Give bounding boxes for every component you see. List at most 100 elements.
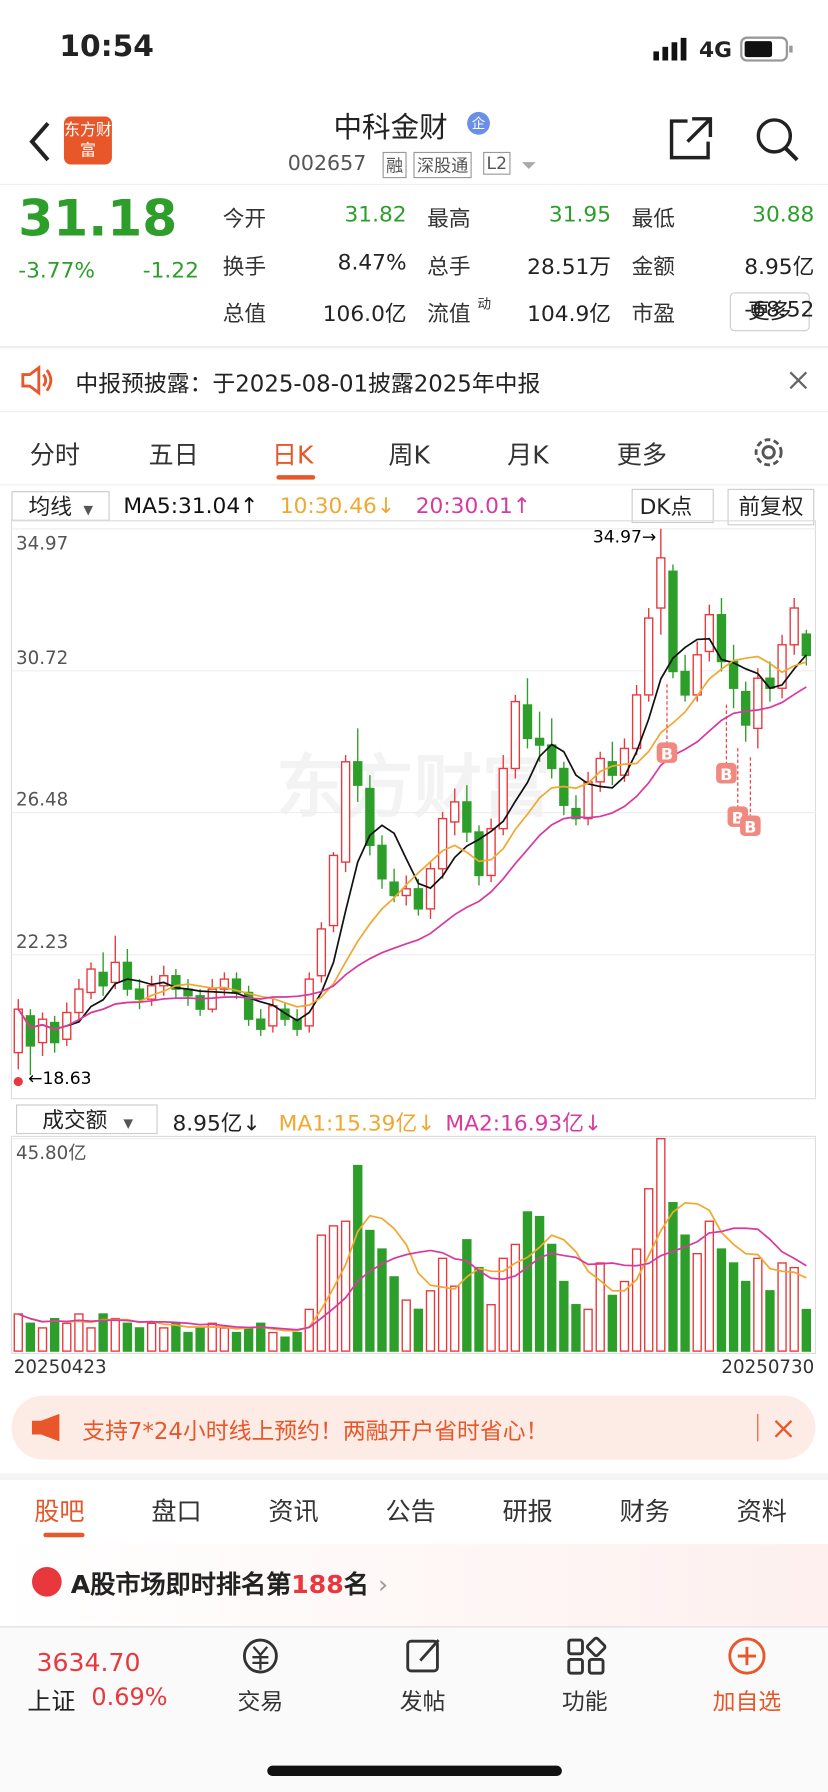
volume-bar — [353, 1164, 363, 1352]
candle-body — [644, 617, 654, 696]
field-label: 换手 — [222, 254, 267, 280]
y-tick-label: 45.80亿 — [16, 1143, 87, 1164]
buy-marker-label: B — [720, 765, 732, 784]
volume-bar — [207, 1322, 217, 1352]
high-annotation: 34.97→ — [593, 527, 656, 547]
field-label: 最低 — [631, 206, 675, 232]
volume-bar — [365, 1229, 375, 1352]
trade-icon[interactable] — [238, 1635, 284, 1676]
bottom-item[interactable]: 交易 — [237, 1688, 284, 1716]
notice-text[interactable]: 中报预披露：于2025-08-01披露2025年中报 — [75, 370, 541, 398]
period-tab[interactable]: 五日 — [148, 441, 199, 471]
volume-bar — [559, 1280, 569, 1352]
volume-bar — [765, 1290, 775, 1352]
volume-bar — [789, 1266, 799, 1352]
buy-marker — [740, 815, 761, 837]
dk-button[interactable]: DK点 — [631, 488, 714, 524]
divider — [0, 411, 828, 413]
bottom-item[interactable]: 发帖 — [399, 1688, 446, 1716]
section-tab[interactable]: 盘口 — [151, 1498, 202, 1527]
more-button[interactable]: 更多 — [729, 292, 810, 332]
stock-name: 中科金财 — [333, 110, 448, 144]
section-tab[interactable]: 资讯 — [268, 1498, 319, 1527]
period-tab[interactable]: 周K — [388, 441, 430, 471]
period-tab[interactable]: 月K — [507, 441, 549, 471]
field-label: 总值 — [222, 301, 267, 327]
volume-bar — [280, 1336, 290, 1352]
candle-body — [510, 700, 521, 770]
promo-banner[interactable] — [11, 1395, 816, 1460]
candle-body — [243, 991, 254, 1020]
volume-bar — [498, 1257, 508, 1352]
volume-current: 8.95亿↓ — [172, 1111, 261, 1137]
bottom-item[interactable]: 功能 — [561, 1688, 608, 1716]
volume-bar — [668, 1201, 678, 1352]
volume-bar — [753, 1257, 763, 1352]
signal-icon — [653, 37, 687, 61]
ranking-text[interactable]: A股市场即时排名第188名 › — [70, 1571, 389, 1601]
period-tab[interactable]: 分时 — [29, 441, 80, 471]
tag: 融 — [382, 151, 407, 179]
promo-text[interactable]: 支持7*24小时线上预约！两融开户省时省心！ — [82, 1417, 549, 1445]
field-label: 总手 — [427, 254, 471, 280]
volume-bar — [316, 1234, 327, 1352]
post-icon[interactable] — [402, 1635, 448, 1676]
tag: L2 — [483, 151, 511, 175]
volume-bar — [62, 1322, 72, 1352]
section-tab[interactable]: 股吧 — [34, 1498, 85, 1527]
settings-button[interactable] — [752, 435, 786, 469]
ranking-bar[interactable] — [0, 1544, 828, 1627]
bottom-item[interactable]: 加自选 — [712, 1688, 782, 1716]
back-button[interactable] — [23, 119, 57, 165]
candle-body — [377, 844, 387, 880]
home-indicator — [267, 1765, 562, 1776]
candle-body — [340, 761, 351, 863]
share-button[interactable] — [667, 114, 715, 162]
section-tab[interactable]: 公告 — [385, 1498, 436, 1527]
section-tab[interactable]: 研报 — [502, 1498, 553, 1527]
candle-body — [704, 614, 715, 653]
field-value: 8.95亿 — [744, 254, 815, 280]
candle-body — [122, 961, 133, 990]
function-icon[interactable] — [564, 1635, 610, 1676]
period-tab[interactable]: 更多 — [616, 441, 668, 471]
app-logo[interactable]: 东方财富 — [63, 116, 112, 165]
volume-bar — [86, 1327, 96, 1352]
volume-bar — [619, 1280, 630, 1352]
volume-bar — [704, 1220, 715, 1352]
candle-body — [607, 761, 618, 776]
low-annotation: ←18.63 — [28, 1069, 91, 1089]
volume-bar — [377, 1248, 387, 1352]
volume-bar — [340, 1220, 351, 1352]
close-notice[interactable] — [788, 370, 809, 391]
volume-select[interactable]: 成交额 ▼ — [15, 1104, 158, 1135]
change: -1.22 — [142, 258, 199, 284]
index-name[interactable]: 上证 — [27, 1688, 76, 1716]
volume-bar — [644, 1188, 654, 1352]
volume-bar — [413, 1308, 424, 1352]
candle-body — [692, 654, 702, 696]
search-button[interactable] — [754, 114, 802, 164]
indicator-select[interactable]: 均线 ▼ — [11, 491, 110, 521]
candle-body — [328, 854, 339, 927]
index-value[interactable]: 3634.70 — [36, 1649, 141, 1678]
buy-marker-label: B — [744, 818, 756, 837]
candle-body — [49, 1021, 60, 1044]
buy-marker — [656, 742, 678, 763]
y-tick-label: 26.48 — [16, 790, 68, 811]
candle-body — [801, 633, 812, 657]
vol-ma-label: MA2:16.93亿↓ — [445, 1111, 603, 1137]
volume-bar — [631, 1248, 642, 1352]
period-tab[interactable]: 日K — [271, 441, 314, 471]
ma-label: 20:30.01↑ — [415, 493, 531, 519]
section-tab[interactable]: 资料 — [736, 1498, 787, 1527]
volume-bar — [256, 1322, 266, 1352]
add-icon[interactable] — [726, 1635, 767, 1676]
index-change[interactable]: 0.69% — [91, 1683, 168, 1711]
section-tab[interactable]: 财务 — [619, 1498, 670, 1527]
adjust-button[interactable]: 前复权 — [727, 488, 815, 526]
status-time: 10:54 — [59, 29, 154, 64]
ranking-rank: 188 — [291, 1571, 344, 1601]
dropdown[interactable] — [521, 160, 537, 171]
close-promo[interactable] — [773, 1418, 794, 1439]
